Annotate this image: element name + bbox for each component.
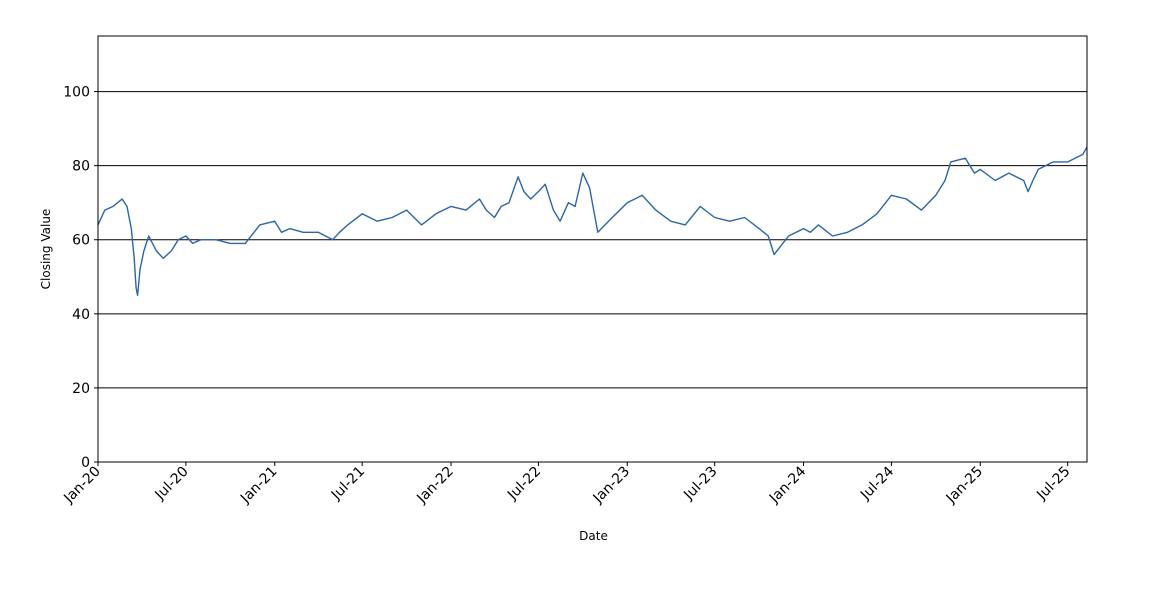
y-tick-label: 40 [72, 307, 90, 323]
gridlines [98, 91, 1087, 389]
series-layer [97, 146, 1088, 296]
y-tick-label: 100 [63, 85, 90, 101]
y-tick-label: 0 [81, 455, 90, 471]
x-tick-label: Jan-23 [590, 464, 633, 507]
series-line-0 [97, 146, 1088, 296]
x-tick-label: Jul-22 [504, 464, 544, 504]
x-axis-title: Date [579, 529, 608, 543]
plot-frame [97, 35, 1088, 463]
y-tick-label: 20 [72, 381, 90, 397]
y-tick-label: 80 [72, 159, 90, 175]
x-tick-label: Jul-21 [328, 464, 368, 504]
x-tick-label: Jul-25 [1033, 464, 1073, 504]
x-tick-label: Jan-24 [766, 463, 810, 507]
y-axis-title: Closing Value [39, 209, 53, 290]
x-tick-label: Jan-25 [943, 464, 986, 507]
y-tick-label: 60 [72, 233, 90, 249]
x-tick-label: Jul-20 [152, 464, 192, 504]
x-tick-label: Jan-22 [413, 464, 456, 507]
x-tick-label: Jul-24 [857, 463, 897, 503]
x-tick-label: Jan-21 [237, 464, 280, 507]
x-tick-label: Jul-23 [680, 464, 720, 504]
